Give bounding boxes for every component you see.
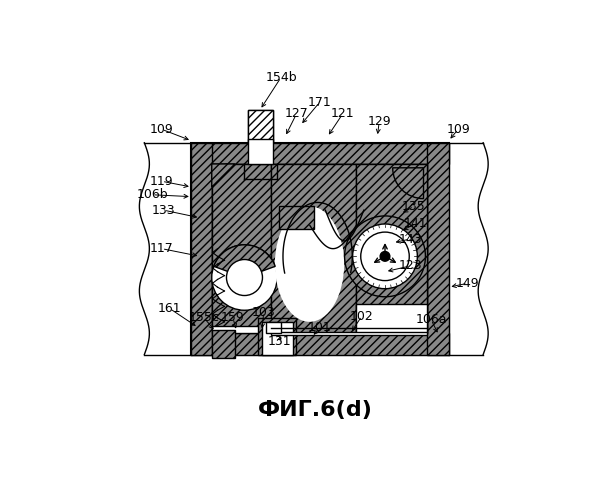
Bar (190, 143, 212, 354)
Text: 106b: 106b (136, 188, 168, 201)
Text: 143: 143 (398, 232, 422, 245)
Bar (250, 110, 272, 143)
Circle shape (352, 224, 417, 288)
Text: 101: 101 (307, 321, 331, 334)
Bar (248, 110, 274, 143)
Bar (258, 318, 296, 354)
Circle shape (227, 260, 262, 296)
Text: 149: 149 (456, 277, 480, 290)
Polygon shape (212, 164, 235, 187)
Text: 154b: 154b (265, 71, 297, 84)
Text: 119: 119 (150, 175, 174, 188)
Text: 131: 131 (267, 334, 291, 347)
Text: 109: 109 (446, 123, 470, 136)
Bar (356, 304, 428, 334)
Text: 141: 141 (404, 217, 428, 230)
Text: 106a: 106a (415, 314, 447, 326)
Bar (248, 139, 274, 164)
Bar (190, 334, 448, 354)
Bar (428, 143, 448, 354)
Text: 135: 135 (402, 200, 426, 213)
Bar (356, 164, 428, 334)
Bar (279, 206, 314, 230)
Text: 155c: 155c (188, 312, 219, 324)
Text: 127: 127 (285, 108, 309, 120)
Text: 133: 133 (152, 204, 176, 216)
Bar (262, 322, 293, 354)
Text: 123: 123 (398, 260, 422, 272)
Text: 103: 103 (252, 306, 275, 318)
Wedge shape (214, 245, 275, 278)
Wedge shape (393, 168, 424, 198)
Text: 109: 109 (150, 123, 174, 136)
Text: 129: 129 (367, 115, 391, 128)
Bar (265, 322, 281, 334)
Circle shape (380, 252, 390, 261)
Text: 117: 117 (150, 242, 174, 255)
Bar (190, 143, 448, 354)
Text: 159: 159 (221, 312, 245, 324)
Circle shape (212, 245, 277, 310)
Bar (190, 143, 448, 164)
Text: 171: 171 (307, 96, 331, 109)
Circle shape (344, 216, 426, 297)
Bar (272, 164, 356, 334)
Text: 161: 161 (158, 302, 181, 315)
Bar (212, 164, 272, 326)
Bar (272, 332, 428, 336)
Circle shape (361, 232, 409, 280)
Bar (248, 110, 274, 143)
Bar (212, 330, 235, 358)
Bar (212, 164, 428, 334)
Text: ФИГ.6(d): ФИГ.6(d) (258, 400, 373, 420)
Text: 102: 102 (350, 310, 374, 322)
Ellipse shape (275, 206, 344, 322)
Text: 121: 121 (331, 108, 354, 120)
